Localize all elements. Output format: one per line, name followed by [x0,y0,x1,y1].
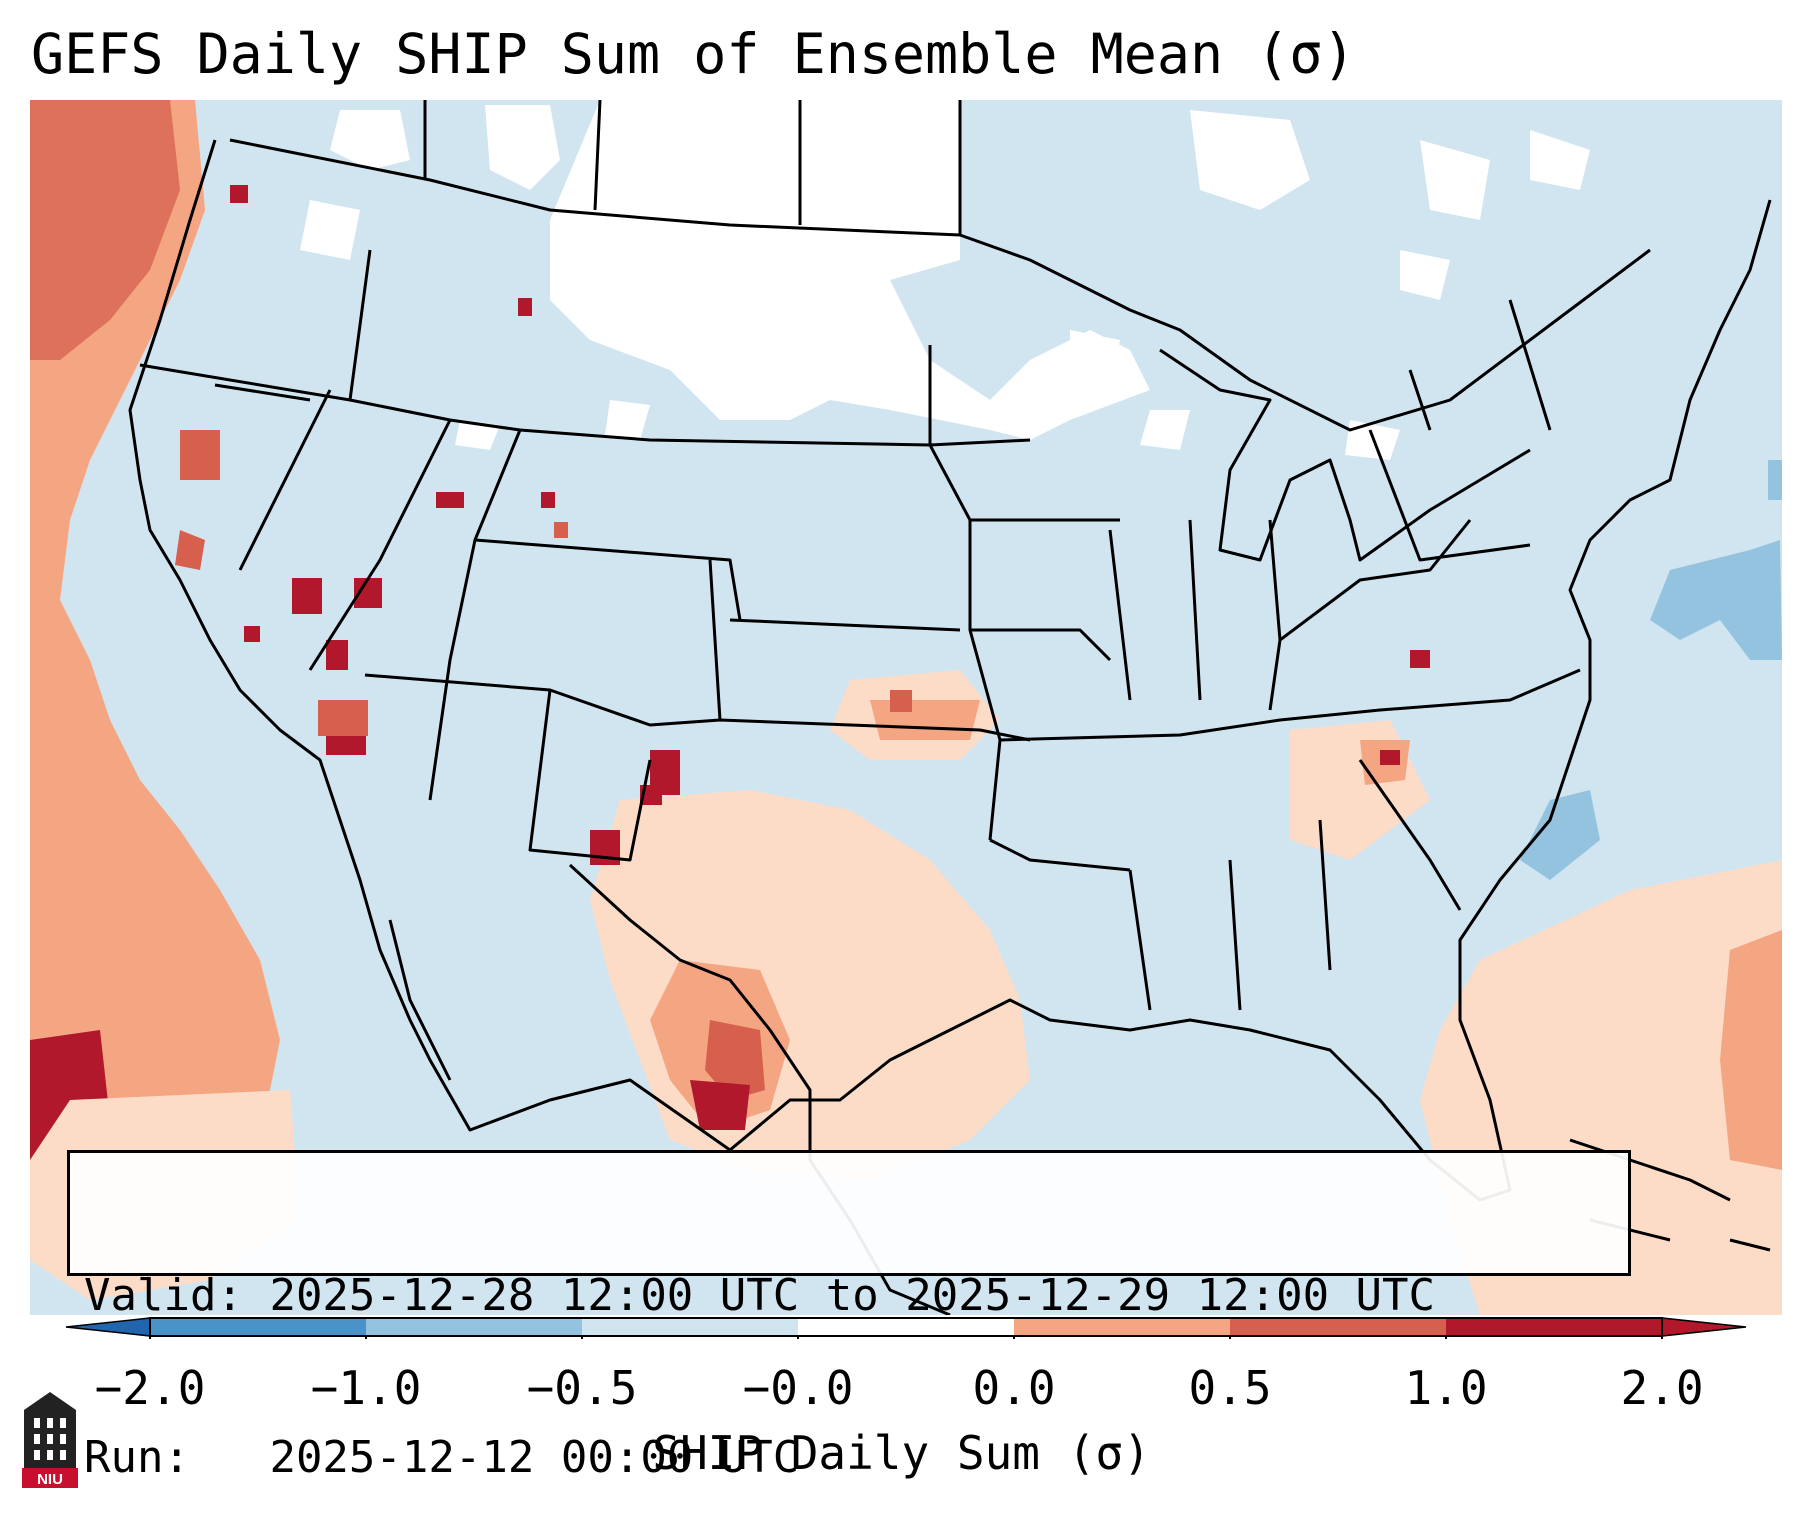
colorbar-tick-label: 1.0 [1404,1361,1488,1415]
negative-anomaly-patches [1520,460,1782,880]
states-east [1108,299,1552,1011]
colorbar-tick-label: 2.0 [1620,1361,1704,1415]
niu-logo-icon: NIU [22,1392,78,1488]
validity-info-box: Valid: 2025-12-28 12:00 UTC to 2025-12-2… [67,1150,1631,1483]
states-west [139,249,1031,862]
colorbar-tick-label: 0.5 [1188,1361,1272,1415]
map-title: GEFS Daily SHIP Sum of Ensemble Mean (σ) [31,22,1356,86]
colorbar-bin [1446,1318,1662,1336]
run-label: Run: [84,1432,190,1483]
colorbar-bin [1014,1318,1230,1336]
valid-range: 2025-12-28 12:00 UTC to 2025-12-29 12:00… [269,1270,1436,1321]
colorbar-tick-label: −0.0 [742,1361,854,1415]
colorbar-outline [149,1317,1663,1337]
valid-line: Valid: 2025-12-28 12:00 UTC to 2025-12-2… [84,1269,1628,1323]
niu-logo-text: NIU [37,1471,63,1488]
run-line: Run: 2025-12-12 00:00 UTC [84,1431,1628,1485]
colorbar-over-arrow [1661,1317,1747,1337]
colorbar [65,1317,1747,1339]
colorbar-bin [798,1318,1014,1336]
states-central [928,345,1581,872]
colorbar-tick-label: −0.5 [526,1361,638,1415]
valid-label: Valid: [84,1270,243,1321]
colorbar-tick-label: −1.0 [310,1361,422,1415]
colorbar-label: SHIP Daily Sum (σ) [652,1426,1151,1480]
great-lakes [1159,348,1531,562]
map-canvas [30,100,1782,1315]
colorbar-bin [366,1318,582,1336]
colorbar-tick-label: −2.0 [94,1361,206,1415]
colorbar-tick-label: 0.0 [972,1361,1056,1415]
colorbar-bin [150,1318,366,1336]
us-canada-border [229,138,1651,432]
map-panel [30,100,1782,1315]
moderate-cells [180,430,912,736]
colorbar-under-arrow [65,1317,151,1337]
colorbar-bin [1230,1318,1446,1336]
no-signal-regions [300,100,1590,460]
run-time: 2025-12-12 00:00 UTC [269,1432,800,1483]
canada-provinces [423,100,962,235]
colorbar-bin [582,1318,798,1336]
